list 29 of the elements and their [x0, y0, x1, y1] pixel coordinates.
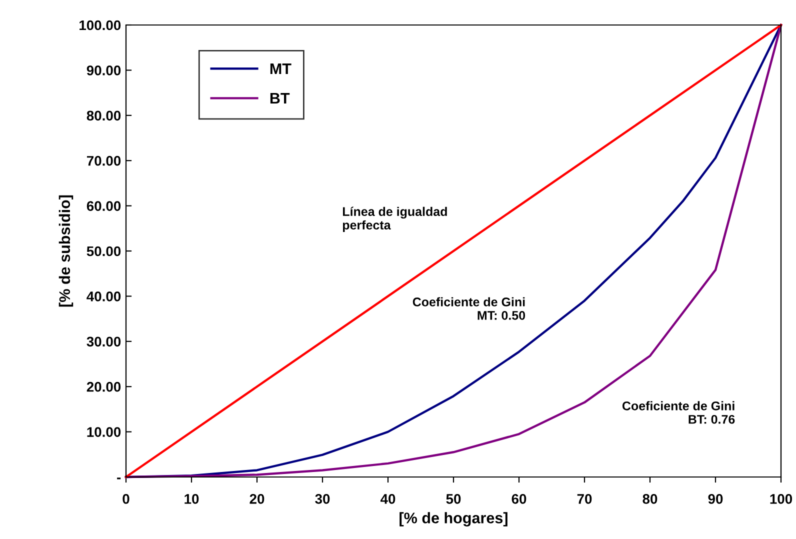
y-tick-label: 60.00 [86, 201, 121, 211]
x-tick-label: 90 [708, 494, 723, 504]
y-tick-label: - [117, 478, 121, 480]
x-tick-label: 50 [446, 494, 461, 504]
x-tick-label: 60 [512, 494, 526, 504]
y-tick-label: 30.00 [86, 336, 121, 347]
x-tick-label: 40 [380, 494, 396, 504]
y-tick-label: 100.00 [80, 20, 121, 30]
annotation: Coeficiente de Gini MT: 0.50 [412, 297, 526, 320]
y-tick-label: 70.00 [86, 156, 121, 166]
x-tick-label: 100 [770, 494, 792, 504]
legend-label: BT [270, 93, 290, 104]
y-tick-label: 40.00 [86, 292, 121, 302]
legend-label: MT [270, 64, 292, 74]
x-tick-label: 30 [315, 494, 330, 504]
x-tick-label: 10 [184, 494, 199, 504]
x-tick-label: 20 [250, 494, 264, 504]
y-tick-label: 50.00 [86, 246, 121, 256]
y-tick-label: 90.00 [86, 66, 121, 76]
y-tick-label: 20.00 [86, 382, 121, 392]
y-tick-label: 80.00 [86, 110, 121, 121]
x-tick-label: 0 [122, 494, 130, 504]
x-tick-label: 70 [577, 494, 592, 504]
x-tick-label: 80 [642, 494, 658, 504]
y-axis-title: [% de subsidio] [58, 195, 74, 307]
y-tick-label: 10.00 [87, 427, 121, 437]
annotation: Línea de igualdad perfecta [342, 206, 447, 232]
annotation: Coeficiente de Gini BT: 0.76 [622, 401, 735, 424]
x-axis-title: [% de hogares] [400, 512, 508, 526]
